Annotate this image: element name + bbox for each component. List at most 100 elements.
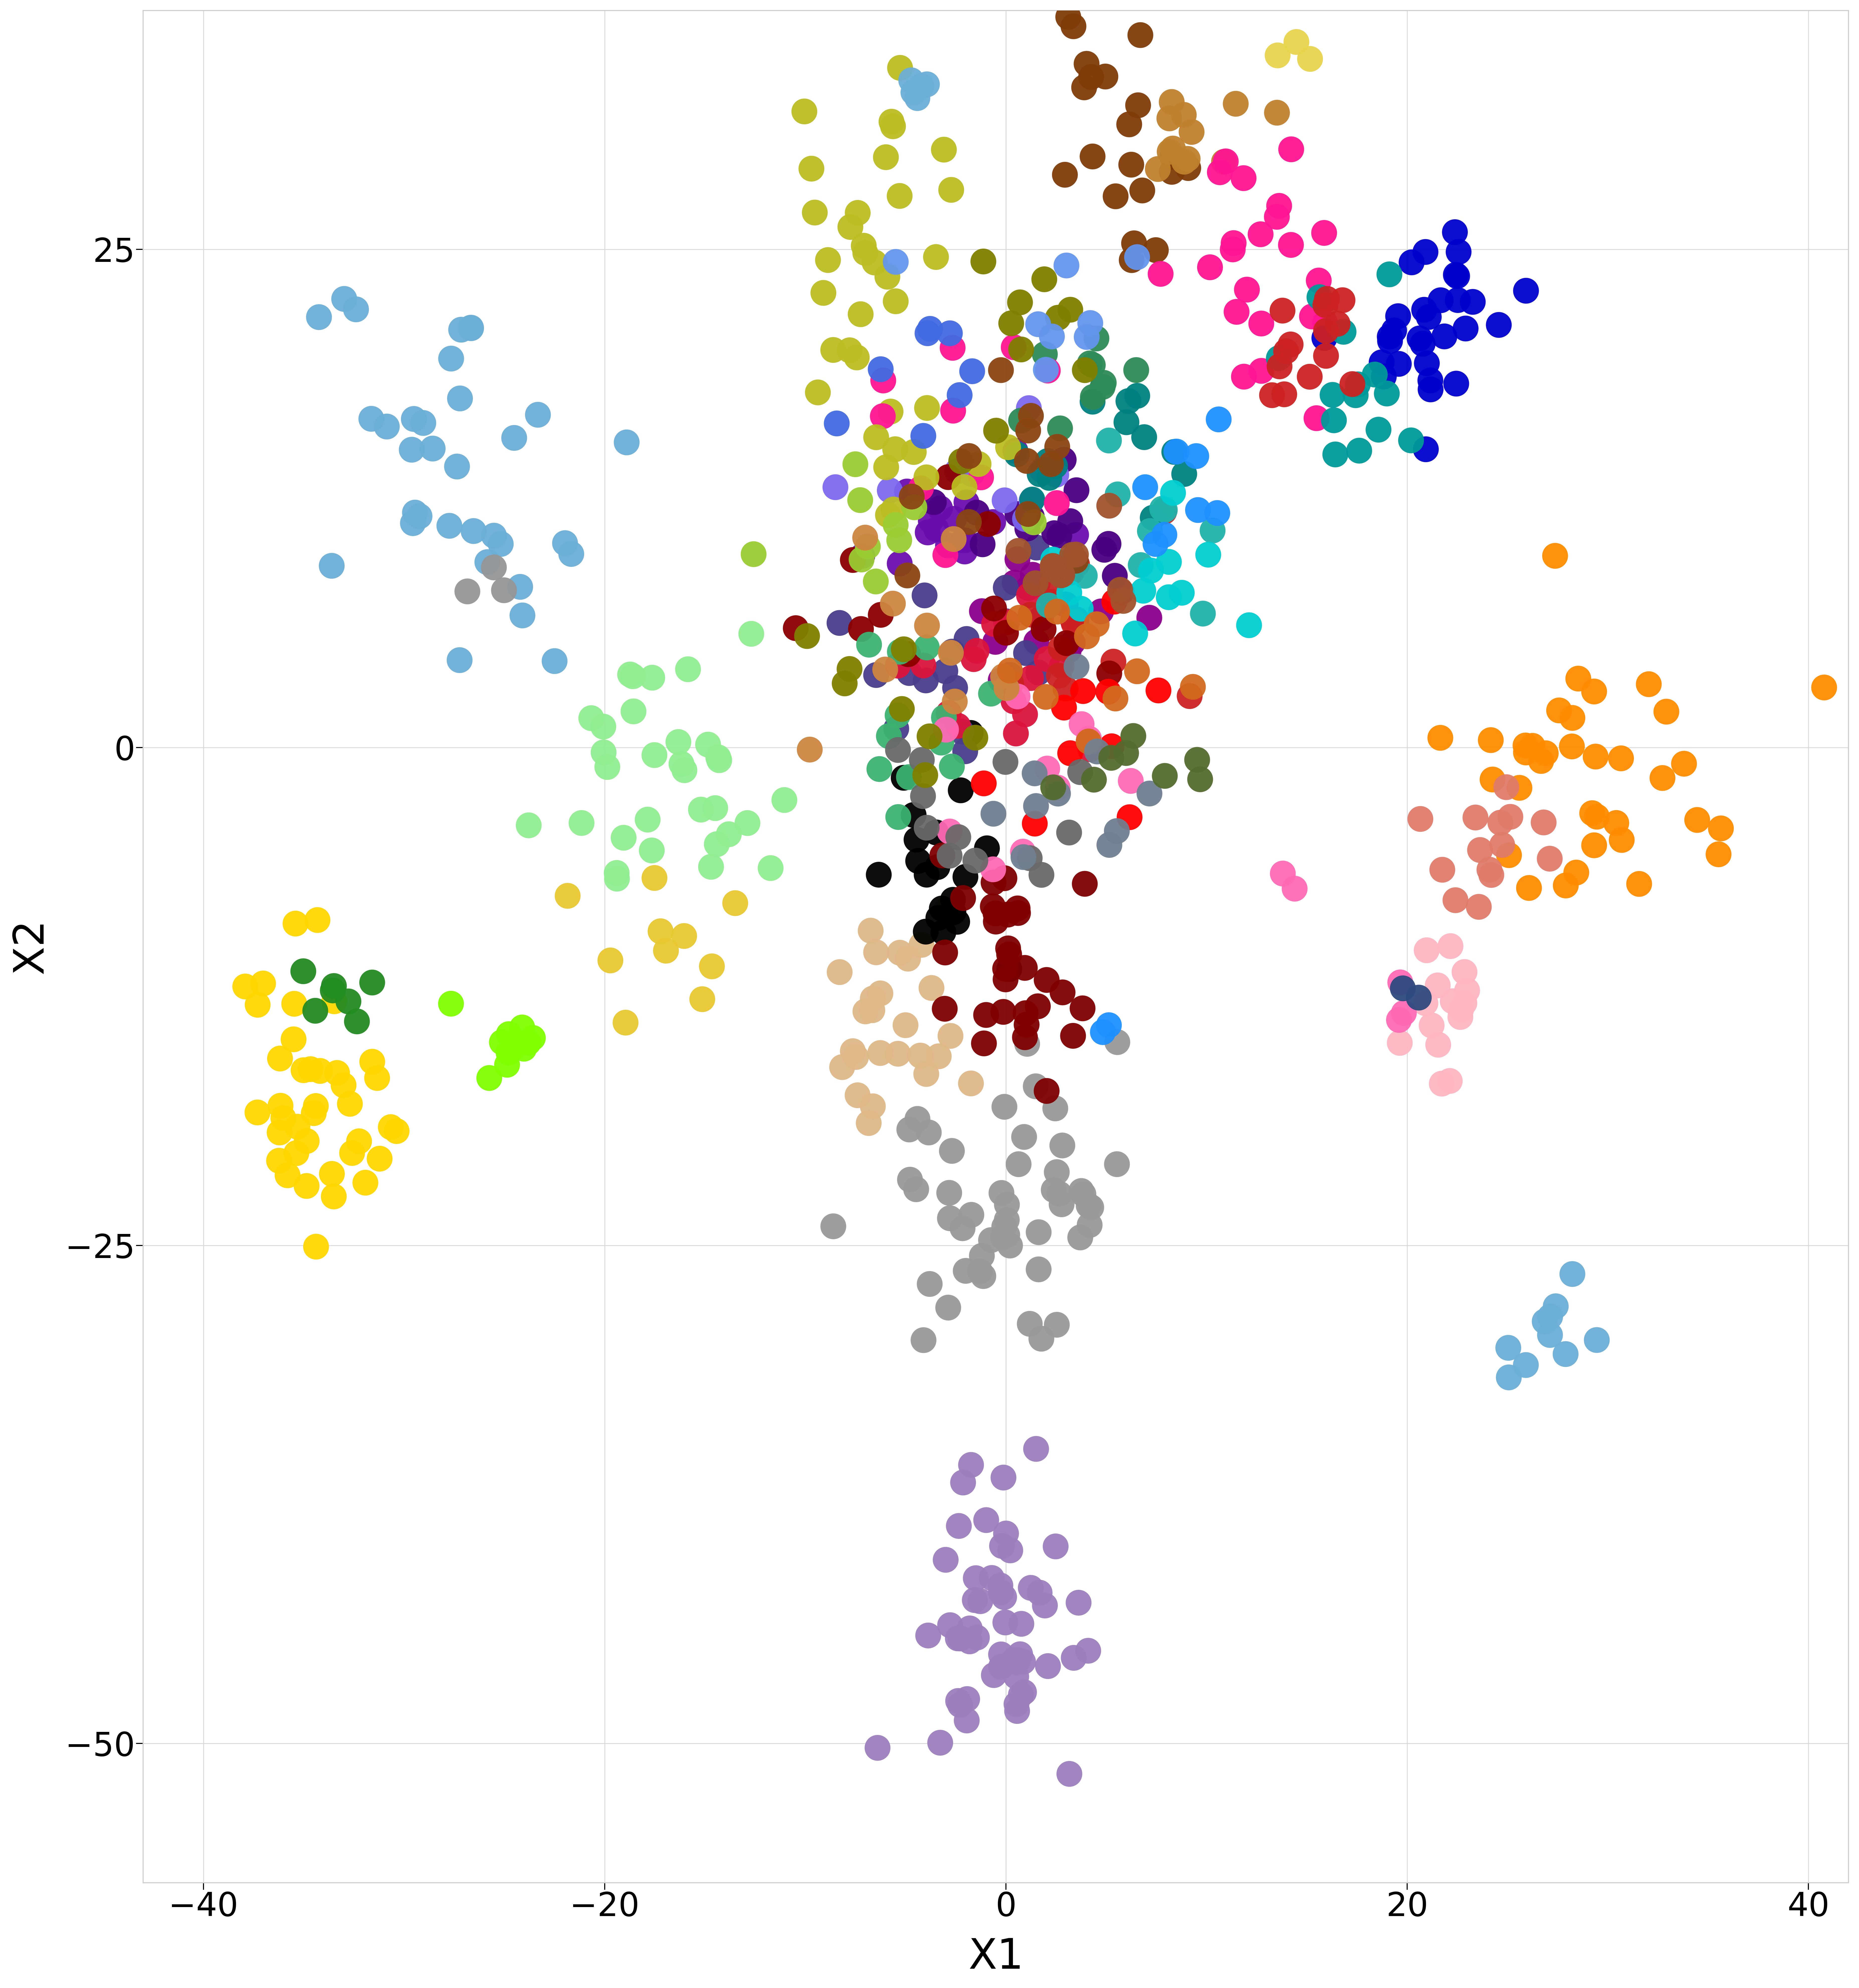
Point bbox=[1093, 1010, 1123, 1042]
Point bbox=[957, 457, 987, 489]
Point bbox=[318, 974, 348, 1006]
Point bbox=[1034, 354, 1063, 386]
Point bbox=[266, 1089, 296, 1121]
Point bbox=[1061, 650, 1091, 682]
Point bbox=[954, 507, 983, 539]
Point bbox=[1067, 708, 1097, 740]
Point bbox=[1229, 163, 1259, 195]
Point bbox=[1625, 869, 1655, 901]
Point bbox=[1009, 698, 1039, 730]
Point bbox=[418, 433, 448, 465]
Point bbox=[1078, 763, 1108, 795]
Point bbox=[909, 579, 939, 610]
Point bbox=[924, 903, 954, 934]
Point bbox=[950, 861, 980, 893]
Point bbox=[969, 1028, 998, 1060]
Point bbox=[1009, 952, 1039, 984]
Point bbox=[1022, 308, 1052, 340]
Point bbox=[1530, 1306, 1560, 1338]
Point bbox=[1173, 153, 1203, 185]
Point bbox=[1089, 535, 1119, 567]
Point bbox=[279, 988, 309, 1020]
Point bbox=[231, 970, 260, 1002]
Point bbox=[861, 421, 890, 453]
Point bbox=[935, 318, 965, 350]
Point bbox=[1413, 348, 1443, 380]
Point bbox=[818, 1211, 848, 1242]
Point bbox=[1366, 346, 1396, 378]
Point bbox=[567, 807, 597, 839]
Point bbox=[1047, 559, 1076, 590]
Point bbox=[943, 821, 972, 853]
Point bbox=[1606, 825, 1636, 857]
Point bbox=[1101, 682, 1130, 714]
Point bbox=[1450, 956, 1480, 988]
Point bbox=[996, 308, 1026, 340]
Point bbox=[442, 451, 472, 483]
Point bbox=[931, 714, 961, 746]
Point bbox=[1580, 676, 1610, 708]
Point bbox=[1407, 328, 1437, 360]
Point bbox=[911, 1058, 941, 1089]
Point bbox=[989, 485, 1019, 517]
Point bbox=[1318, 380, 1348, 412]
Point bbox=[1264, 191, 1294, 223]
Point bbox=[976, 1563, 1006, 1594]
Point bbox=[738, 539, 768, 571]
Point bbox=[1037, 551, 1067, 582]
Point bbox=[1000, 567, 1030, 598]
Point bbox=[664, 726, 693, 757]
Point bbox=[1067, 992, 1097, 1024]
Point bbox=[1009, 503, 1039, 535]
Point bbox=[952, 1684, 982, 1716]
Point bbox=[1177, 115, 1206, 147]
Point bbox=[911, 916, 941, 948]
Point bbox=[948, 1213, 978, 1244]
Point bbox=[822, 408, 851, 439]
Point bbox=[943, 1622, 972, 1654]
Point bbox=[883, 700, 913, 732]
Point bbox=[1264, 342, 1294, 374]
Point bbox=[943, 907, 972, 938]
Point bbox=[922, 817, 952, 849]
Point bbox=[970, 1000, 1000, 1032]
Point bbox=[874, 499, 903, 531]
Point bbox=[1311, 314, 1340, 346]
Point bbox=[398, 507, 428, 539]
Point bbox=[969, 529, 998, 561]
Point bbox=[985, 1571, 1015, 1602]
Point bbox=[612, 1006, 641, 1038]
Point bbox=[877, 111, 907, 143]
Point bbox=[863, 1732, 892, 1763]
Point bbox=[1032, 354, 1061, 386]
Point bbox=[948, 525, 978, 557]
Point bbox=[1006, 334, 1035, 366]
Point bbox=[1028, 612, 1058, 644]
Point bbox=[1422, 970, 1452, 1002]
Point bbox=[840, 1042, 870, 1074]
Point bbox=[1441, 258, 1470, 290]
Point bbox=[1058, 10, 1088, 42]
Point bbox=[301, 994, 331, 1026]
Point bbox=[961, 1563, 991, 1594]
Point bbox=[1262, 201, 1292, 233]
Point bbox=[1415, 364, 1444, 396]
Point bbox=[1015, 843, 1045, 875]
Point bbox=[1428, 1068, 1457, 1099]
Point bbox=[890, 1010, 920, 1042]
Point bbox=[1008, 1646, 1037, 1678]
Point bbox=[985, 1576, 1015, 1608]
Point bbox=[1076, 734, 1106, 765]
Point bbox=[1257, 380, 1286, 412]
Point bbox=[943, 710, 972, 742]
Point bbox=[1061, 475, 1091, 507]
Point bbox=[1450, 312, 1480, 344]
Point bbox=[1048, 976, 1078, 1008]
Point bbox=[376, 1111, 405, 1143]
Point bbox=[850, 521, 879, 553]
Point bbox=[342, 294, 372, 326]
Point bbox=[638, 662, 667, 694]
Point bbox=[881, 247, 911, 278]
Point bbox=[905, 1040, 935, 1072]
Point bbox=[911, 664, 941, 696]
